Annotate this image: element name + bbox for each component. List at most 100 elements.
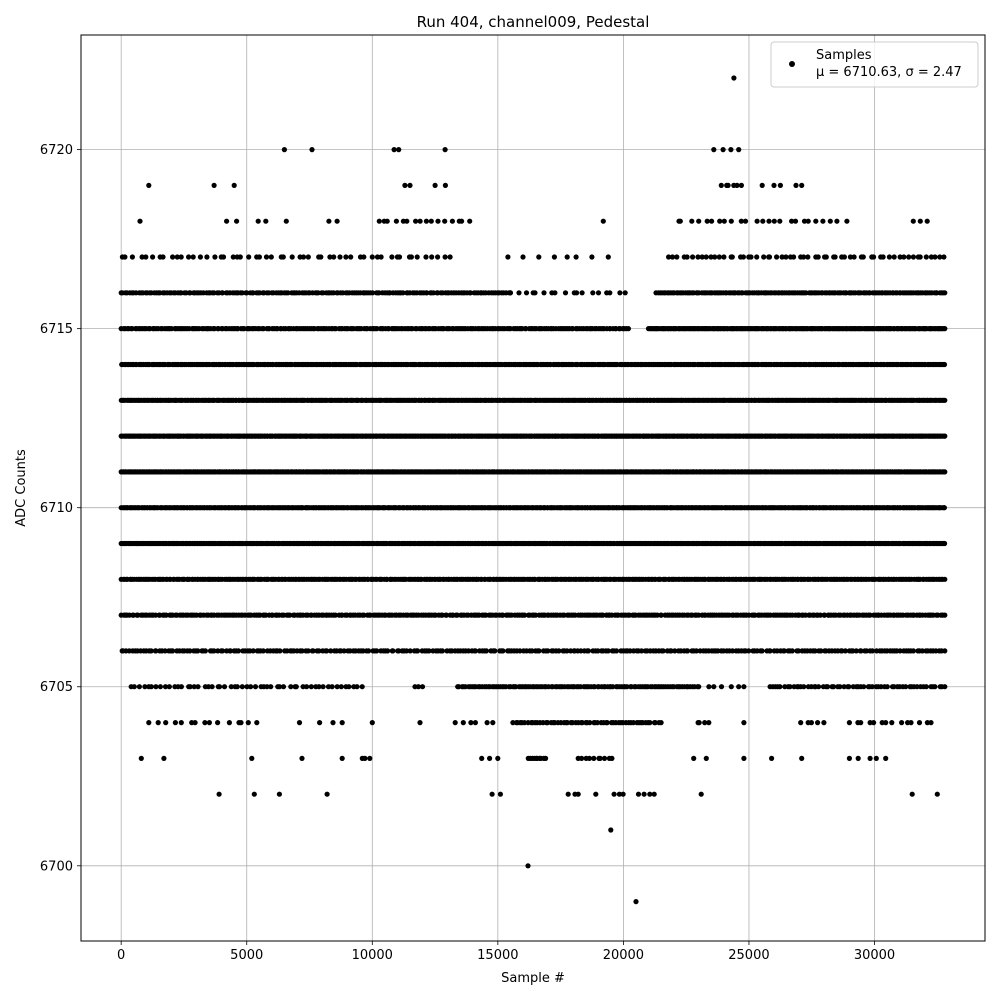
sample-point	[666, 254, 672, 260]
sample-point	[408, 254, 414, 260]
sample-point	[941, 254, 947, 260]
sample-point	[280, 254, 286, 260]
sample-point	[589, 254, 595, 260]
sample-point	[268, 254, 274, 260]
sample-point	[224, 218, 230, 224]
sample-point	[791, 254, 797, 260]
sample-point	[815, 254, 821, 260]
sample-point	[704, 218, 710, 224]
sample-point	[942, 433, 948, 439]
sample-point	[718, 182, 724, 188]
sample-point	[376, 218, 382, 224]
sample-point	[220, 254, 227, 260]
sample-point	[813, 218, 819, 224]
sample-point	[738, 182, 745, 188]
sample-point	[507, 290, 513, 296]
sample-point	[197, 254, 203, 260]
sample-point	[760, 218, 766, 224]
sample-point	[263, 254, 270, 260]
sample-point	[716, 254, 722, 260]
sample-point	[160, 254, 166, 260]
sample-point	[674, 254, 680, 260]
sample-point	[761, 254, 767, 260]
data-points	[118, 75, 948, 905]
sample-point	[428, 218, 434, 224]
sample-point	[404, 218, 410, 224]
sample-point	[536, 254, 542, 260]
sample-point	[129, 254, 135, 260]
sample-point	[942, 326, 948, 332]
sample-point	[766, 254, 773, 260]
sample-point	[734, 182, 740, 188]
sample-point	[122, 254, 128, 260]
sample-point	[326, 218, 332, 224]
sample-point	[139, 254, 145, 260]
sample-point	[204, 254, 210, 260]
sample-point	[871, 254, 877, 260]
sample-point	[361, 254, 367, 260]
sample-point	[699, 254, 705, 260]
sample-point	[334, 218, 340, 224]
sample-point	[414, 254, 420, 260]
sample-point	[396, 254, 403, 260]
sample-point	[910, 218, 916, 224]
sample-point	[424, 290, 430, 296]
sample-point	[442, 254, 448, 260]
sample-point	[285, 290, 291, 296]
sample-point	[607, 290, 613, 296]
sample-point	[774, 254, 780, 260]
sample-point	[793, 182, 799, 188]
sample-point	[689, 218, 695, 224]
sample-point	[851, 254, 857, 260]
sample-point	[728, 147, 734, 153]
sample-point	[941, 505, 948, 511]
sample-point	[703, 254, 709, 260]
sample-point	[827, 218, 833, 224]
sample-point	[622, 290, 628, 296]
sample-point	[505, 254, 511, 260]
sample-point	[190, 254, 196, 260]
sample-point	[150, 254, 156, 260]
sample-point	[442, 182, 448, 188]
sample-point	[917, 254, 923, 260]
sample-point	[766, 218, 772, 224]
sample-point	[384, 218, 390, 224]
sample-point	[212, 254, 218, 260]
sample-point	[370, 290, 376, 296]
sample-point	[435, 218, 441, 224]
sample-point	[590, 290, 596, 296]
sample-point	[717, 218, 723, 224]
sample-point	[305, 254, 311, 260]
sample-point	[832, 254, 838, 260]
sample-point	[740, 254, 747, 260]
sample-point	[754, 254, 760, 260]
sample-point	[574, 290, 580, 296]
sample-point	[709, 218, 715, 224]
sample-point	[942, 540, 948, 547]
sample-point	[237, 254, 243, 260]
sample-point	[942, 397, 948, 403]
sample-point	[343, 254, 349, 260]
sample-point	[442, 147, 448, 153]
sample-point	[600, 218, 606, 224]
sample-point	[246, 254, 252, 260]
sample-point	[897, 254, 903, 260]
sample-point	[396, 147, 402, 153]
sample-point	[595, 290, 602, 296]
sample-point	[847, 254, 854, 260]
sample-point	[917, 218, 923, 224]
sample-point	[805, 254, 811, 260]
sample-point	[283, 218, 289, 224]
sample-point	[318, 254, 324, 260]
sample-point	[771, 182, 777, 188]
sample-point	[779, 254, 785, 260]
sample-point	[721, 218, 727, 224]
sample-point	[823, 254, 829, 260]
sample-point	[432, 182, 438, 188]
sample-point	[417, 218, 423, 224]
sample-point	[860, 254, 866, 260]
sample-point	[799, 182, 805, 188]
sample-point	[374, 254, 381, 260]
sample-point	[573, 254, 579, 260]
sample-point	[834, 218, 840, 224]
